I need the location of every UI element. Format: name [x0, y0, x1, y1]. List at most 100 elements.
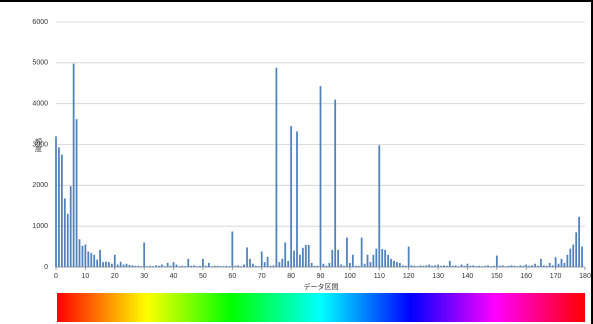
bar	[137, 265, 140, 267]
bar	[372, 254, 375, 267]
bar	[128, 264, 131, 267]
bar	[351, 254, 354, 267]
bar	[457, 266, 460, 267]
bar	[269, 265, 272, 267]
bar	[548, 262, 551, 267]
bar	[398, 262, 401, 267]
bar	[343, 265, 345, 267]
bar	[190, 265, 193, 267]
bar	[199, 265, 201, 267]
bar	[58, 147, 60, 267]
x-tick-label: 20	[111, 273, 119, 280]
bar	[90, 253, 93, 267]
bar	[563, 262, 566, 267]
bar	[484, 265, 486, 267]
bar	[222, 266, 225, 267]
bar	[469, 265, 472, 267]
bar	[369, 262, 372, 267]
bar	[560, 258, 563, 267]
bar	[360, 237, 363, 267]
bar	[287, 260, 290, 267]
bar	[522, 265, 525, 267]
bar	[501, 265, 504, 267]
bar	[160, 264, 163, 267]
bar	[263, 262, 266, 267]
bar	[575, 232, 578, 267]
x-tick-label: 30	[140, 273, 148, 280]
bar	[537, 265, 539, 267]
bar	[525, 264, 528, 267]
bar	[396, 262, 398, 267]
x-tick-label: 110	[374, 273, 385, 280]
bar	[260, 251, 263, 267]
bar	[301, 247, 304, 267]
y-tick-label: 0	[44, 264, 48, 271]
bar	[463, 265, 466, 267]
bar	[507, 265, 510, 267]
bar	[487, 265, 489, 267]
bar	[349, 262, 351, 267]
bar	[410, 265, 413, 267]
x-tick-label: 0	[54, 273, 58, 280]
x-tick-label: 40	[170, 273, 178, 280]
y-axis-label: 頻度	[35, 137, 43, 153]
bar	[96, 259, 99, 267]
bar	[193, 265, 196, 267]
bar	[566, 254, 569, 267]
x-tick-label: 90	[317, 273, 325, 280]
bar	[119, 261, 122, 267]
bar	[337, 249, 340, 267]
bar	[310, 262, 313, 267]
bar	[210, 266, 213, 267]
bar	[490, 266, 492, 267]
bar	[213, 265, 216, 267]
bar	[234, 265, 237, 267]
bar	[334, 99, 337, 267]
x-tick-label: 10	[81, 273, 89, 280]
bar	[378, 145, 381, 267]
bar	[475, 266, 478, 267]
x-tick-label: 120	[403, 273, 415, 280]
bar	[316, 265, 319, 267]
bar	[246, 247, 248, 267]
x-tick-label: 160	[520, 273, 532, 280]
bar	[401, 265, 404, 267]
bar	[472, 265, 475, 267]
x-tick-label: 60	[228, 273, 236, 280]
bar	[443, 265, 445, 267]
bar	[284, 242, 287, 267]
bar	[545, 265, 548, 267]
bar	[152, 266, 154, 267]
bar	[75, 119, 78, 267]
bar	[498, 265, 501, 267]
bar	[254, 265, 257, 267]
bar	[557, 263, 560, 267]
bar	[307, 244, 310, 267]
bar	[422, 265, 425, 267]
bar	[384, 249, 387, 267]
y-tick-label: 4000	[32, 101, 48, 108]
bar	[125, 263, 128, 267]
bar	[354, 265, 357, 267]
bar	[237, 265, 240, 267]
hue-bar	[57, 293, 585, 322]
bar	[278, 262, 281, 267]
bar	[184, 266, 187, 267]
bar	[113, 254, 116, 267]
bar	[381, 249, 384, 267]
bar	[108, 262, 110, 267]
bar	[63, 198, 66, 267]
bar	[340, 264, 342, 267]
y-tick-label: 2000	[32, 182, 48, 189]
bar	[216, 265, 219, 267]
bar	[134, 265, 137, 267]
bar	[178, 266, 181, 267]
bar	[510, 265, 513, 267]
bar	[243, 264, 245, 267]
bar	[466, 263, 469, 267]
bar	[504, 266, 507, 267]
bar	[78, 239, 81, 267]
y-tick-label: 1000	[32, 223, 48, 230]
bar	[175, 264, 178, 267]
